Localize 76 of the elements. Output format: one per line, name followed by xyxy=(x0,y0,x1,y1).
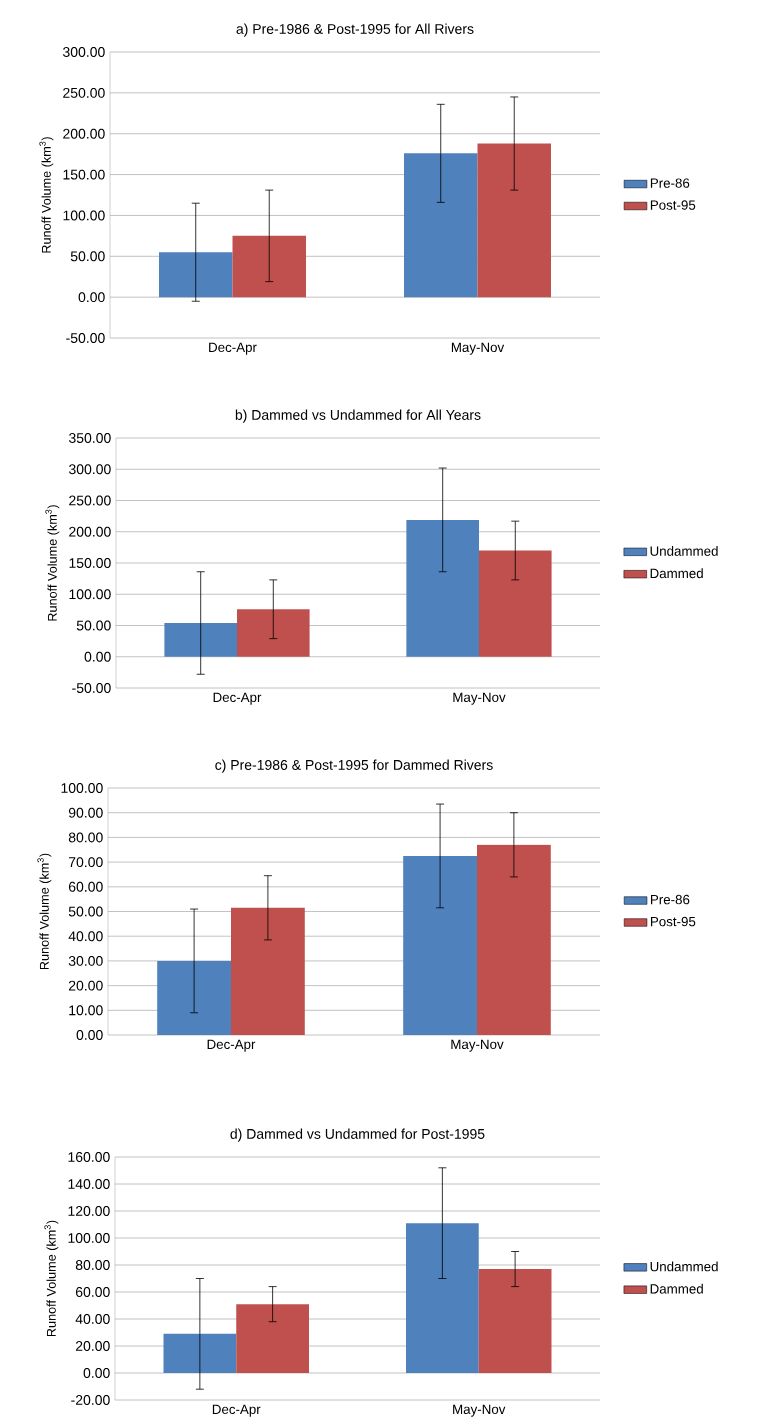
legend-label: Post-95 xyxy=(650,200,696,210)
y-tick-label: 60.00 xyxy=(75,1287,110,1297)
y-tick-label: 70.00 xyxy=(68,857,103,868)
chart-title: a) Pre-1986 & Post-1995 for All Rivers xyxy=(236,23,474,37)
chart-title: b) Dammed vs Undammed for All Years xyxy=(235,409,481,423)
x-tick-label: Dec-Apr xyxy=(212,1404,261,1417)
y-tick-label: 140.00 xyxy=(68,1179,110,1189)
y-tick-label: 200.00 xyxy=(69,526,111,537)
y-tick-label: 20.00 xyxy=(68,980,103,991)
y-tick-label: 0.00 xyxy=(76,1030,103,1040)
chart-title: d) Dammed vs Undammed for Post-1995 xyxy=(230,1128,485,1142)
y-axis-title: Runoff Volume (km$^{3}$) xyxy=(45,505,60,621)
x-tick-label: May-Nov xyxy=(453,1404,506,1417)
x-tick-label: Dec-Apr xyxy=(209,342,257,355)
y-tick-label: 100.00 xyxy=(63,210,105,221)
bar xyxy=(405,1223,479,1374)
bar xyxy=(230,907,305,1036)
y-tick-label: 0.00 xyxy=(78,292,105,303)
bar xyxy=(476,844,551,1036)
y-tick-label: 80.00 xyxy=(68,832,103,843)
x-tick-label: May-Nov xyxy=(453,692,506,705)
y-tick-label: 0.00 xyxy=(83,1368,110,1378)
y-tick-label: 50.00 xyxy=(76,620,111,631)
y-tick-label: -20.00 xyxy=(71,1395,110,1405)
x-tick-label: Dec-Apr xyxy=(207,1039,256,1052)
y-tick-label: 150.00 xyxy=(69,558,111,568)
bar xyxy=(478,550,552,657)
bar xyxy=(159,252,233,298)
y-tick-label: 0.00 xyxy=(84,651,111,662)
y-tick-label: 250.00 xyxy=(63,87,105,98)
bar xyxy=(164,623,237,657)
bar xyxy=(403,855,477,1036)
bar xyxy=(477,143,551,298)
y-tick-label: 250.00 xyxy=(69,495,111,506)
y-tick-label: 300.00 xyxy=(68,464,111,475)
x-tick-label: May-Nov xyxy=(451,1039,504,1052)
y-axis-title: Runoff Volume (km$^{3}$) xyxy=(39,137,54,253)
y-axis-title: Runoff Volume (km$^{3}$) xyxy=(44,1220,59,1337)
legend-label: Undammed xyxy=(650,546,718,556)
y-tick-label: 50.00 xyxy=(68,906,103,917)
bar xyxy=(236,1304,309,1374)
x-tick-label: Dec-Apr xyxy=(213,692,262,705)
y-tick-label: 350.00 xyxy=(68,433,111,443)
chart-title: c) Pre-1986 & Post-1995 for Dammed Rivers xyxy=(215,759,493,773)
bar xyxy=(478,1269,552,1374)
bar xyxy=(403,153,478,298)
legend-label: Undammed xyxy=(650,1261,718,1272)
y-tick-label: 100.00 xyxy=(61,783,103,793)
legend-label: Dammed xyxy=(650,568,703,579)
y-tick-label: 90.00 xyxy=(68,807,103,818)
y-tick-label: 120.00 xyxy=(68,1206,110,1216)
y-tick-label: -50.00 xyxy=(72,683,111,693)
y-tick-label: 200.00 xyxy=(63,128,105,139)
legend-label: Post-95 xyxy=(650,916,696,927)
y-tick-label: 40.00 xyxy=(75,1314,110,1324)
y-axis-title: Runoff Volume (km$^{3}$) xyxy=(37,853,52,970)
legend-label: Pre-86 xyxy=(650,178,690,188)
y-tick-label: 160.00 xyxy=(68,1152,110,1162)
y-tick-label: 80.00 xyxy=(75,1260,110,1270)
y-tick-label: 30.00 xyxy=(68,955,103,966)
legend-label: Dammed xyxy=(650,1283,703,1294)
y-tick-label: -50.00 xyxy=(66,333,105,343)
y-tick-label: 100.00 xyxy=(69,589,111,600)
x-tick-label: May-Nov xyxy=(451,342,505,355)
y-tick-label: 150.00 xyxy=(63,169,105,180)
y-tick-label: 50.00 xyxy=(70,251,105,262)
y-tick-label: 40.00 xyxy=(68,931,103,942)
y-tick-label: 300.00 xyxy=(62,47,105,57)
y-tick-label: 20.00 xyxy=(75,1341,110,1351)
y-tick-label: 10.00 xyxy=(69,1005,103,1016)
bar xyxy=(236,609,310,657)
legend-label: Pre-86 xyxy=(650,894,690,905)
bar xyxy=(406,519,479,657)
y-tick-label: 60.00 xyxy=(68,881,103,892)
bar xyxy=(163,1333,237,1374)
y-tick-label: 100.00 xyxy=(68,1233,110,1243)
